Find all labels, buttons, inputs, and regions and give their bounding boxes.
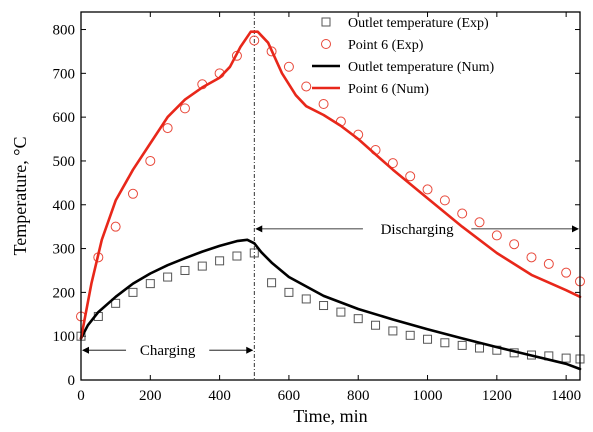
data-point-point-6-exp (491, 230, 502, 241)
legend: Outlet temperature (Exp) Point 6 (Exp) Out… (312, 16, 495, 97)
data-point-outlet-temperature-exp (388, 326, 398, 336)
data-point-outlet-temperature-exp (561, 353, 571, 363)
annotations: Charging Discharging (82, 222, 579, 359)
data-point-point-6-exp (474, 217, 485, 228)
data-point-outlet-temperature-exp (475, 343, 485, 353)
annotation-label: Charging (140, 343, 196, 359)
data-point-point-6-exp (283, 61, 294, 72)
y-tick-label: 100 (53, 329, 76, 345)
data-point-point-6-exp (526, 252, 537, 263)
y-tick-label: 300 (53, 242, 76, 258)
data-point-outlet-temperature-exp (405, 330, 415, 340)
y-axis-title: Temperature, °C (10, 137, 30, 256)
y-tick-label: 700 (53, 66, 76, 82)
data-point-outlet-temperature-exp (301, 294, 311, 304)
data-point-outlet-temperature-exp (163, 272, 173, 282)
data-point-point-6-exp (387, 158, 398, 169)
y-tick-label: 400 (53, 198, 76, 214)
x-tick-label: 200 (139, 388, 162, 404)
y-tick-label: 600 (53, 110, 76, 126)
legend-label: Outlet temperature (Num) (348, 60, 495, 75)
legend-label: Outlet temperature (Exp) (348, 16, 489, 31)
y-tick-label: 200 (53, 285, 76, 301)
data-point-point-6-exp (301, 81, 312, 92)
data-point-outlet-temperature-exp (128, 287, 138, 297)
data-point-outlet-temperature-exp (353, 314, 363, 324)
data-point-outlet-temperature-exp (180, 265, 190, 275)
annotation-label: Discharging (381, 222, 455, 238)
x-tick-label: 0 (77, 388, 85, 404)
data-point-point-6-exp (127, 188, 138, 199)
series-line-point-6-num (79, 30, 582, 340)
data-point-point-6-exp (179, 103, 190, 114)
data-point-point-6-exp (162, 123, 173, 134)
data-point-point-6-exp (249, 35, 260, 46)
data-point-outlet-temperature-exp (284, 287, 294, 297)
data-point-point-6-exp (266, 46, 277, 57)
data-point-outlet-temperature-exp (423, 334, 433, 344)
data-point-point-6-exp (439, 195, 450, 206)
annotation-arrowhead (255, 225, 263, 233)
x-tick-label: 1200 (482, 388, 512, 404)
axis-ticks: 0 200 400 600 800 1000 1200 1400 0 100 200 300 400 50… (53, 12, 581, 404)
legend-label: Point 6 (Num) (348, 82, 429, 97)
data-point-outlet-temperature-exp (267, 278, 277, 288)
data-point-point-6-exp (145, 155, 156, 166)
legend-label: Point 6 (Exp) (348, 38, 424, 53)
legend-marker-point-6-exp (321, 39, 331, 49)
data-point-outlet-temperature-exp (440, 338, 450, 348)
data-point-point-6-exp (405, 171, 416, 182)
x-tick-label: 1000 (413, 388, 443, 404)
data-point-point-6-exp (509, 239, 520, 250)
plot-frame (80, 11, 581, 381)
data-point-outlet-temperature-exp (145, 279, 155, 289)
x-tick-label: 400 (208, 388, 231, 404)
annotation-arrowhead (246, 346, 254, 354)
data-point-point-6-exp (318, 99, 329, 109)
data-point-point-6-exp (543, 258, 554, 269)
data-point-outlet-temperature-exp (215, 256, 225, 266)
data-point-outlet-temperature-exp (371, 320, 381, 330)
x-axis-title: Time, min (293, 406, 367, 426)
data-point-outlet-temperature-exp (457, 340, 467, 350)
data-point-outlet-temperature-exp (111, 298, 121, 308)
x-tick-label: 600 (278, 388, 301, 404)
data-point-point-6-exp (422, 184, 433, 195)
data-point-outlet-temperature-exp (319, 301, 329, 311)
x-tick-label: 1400 (551, 388, 581, 404)
data-point-outlet-temperature-exp (336, 307, 346, 317)
x-tick-label: 800 (347, 388, 370, 404)
legend-marker-outlet-temperature-exp (321, 17, 331, 27)
series-line-outlet-temperature-num (79, 238, 582, 371)
y-tick-label: 500 (53, 154, 76, 170)
data-point-point-6-exp (110, 221, 121, 232)
y-tick-label: 800 (53, 23, 76, 39)
data-point-point-6-exp (457, 208, 468, 219)
y-tick-label: 0 (68, 373, 76, 389)
data-point-outlet-temperature-exp (197, 261, 207, 271)
data-point-outlet-temperature-exp (232, 251, 242, 261)
data-point-outlet-temperature-exp (249, 248, 259, 258)
annotation-arrowhead (82, 346, 89, 354)
data-point-point-6-exp (561, 267, 572, 278)
annotation-arrowhead (572, 225, 579, 233)
